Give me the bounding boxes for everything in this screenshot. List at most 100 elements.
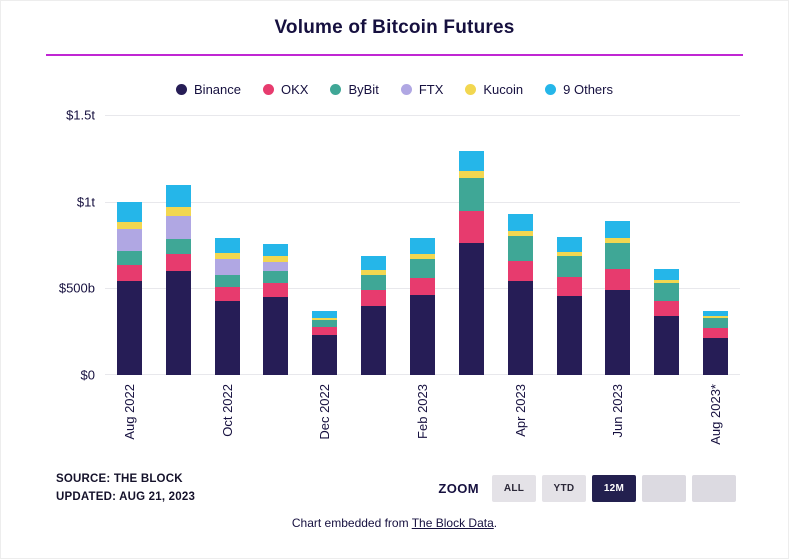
bar-segment-kucoin [703, 315, 729, 318]
x-tick-label: Jun 2023 [610, 384, 626, 438]
x-tick-empty [447, 375, 496, 471]
bar-segment-9-others [654, 269, 680, 280]
zoom-button-5[interactable] [692, 475, 736, 503]
stacked-bar-dec-2022[interactable] [312, 310, 338, 375]
bar-segment-ftx [165, 215, 191, 240]
zoom-button-12m[interactable]: 12M [592, 475, 636, 503]
stacked-bar-nov-2022[interactable] [263, 244, 289, 375]
updated-line: UPDATED: AUG 21, 2023 [56, 490, 196, 503]
x-tick-label: Dec 2022 [317, 384, 333, 440]
chart-area: $1.5t $1t $500b $0 [53, 108, 740, 383]
bar-segment-9-others [214, 238, 240, 253]
embed-link[interactable]: The Block Data [411, 515, 494, 530]
bars [105, 115, 740, 375]
bar-segment-ftx [263, 261, 289, 272]
bar-column-nov-2022 [252, 115, 301, 375]
x-tick-label: Aug 2023* [708, 384, 724, 445]
legend-item-binance[interactable]: Binance [176, 82, 241, 97]
bar-segment-okx [507, 260, 533, 282]
bar-column-apr-2023 [496, 115, 545, 375]
bar-segment-bybit [214, 274, 240, 287]
legend-item-ftx[interactable]: FTX [400, 82, 444, 97]
bar-segment-9-others [116, 202, 142, 222]
bar-segment-bybit [605, 243, 631, 270]
legend-item-bybit[interactable]: ByBit [330, 82, 379, 97]
zoom-button-all[interactable]: ALL [492, 475, 536, 503]
bar-segment-9-others [409, 238, 435, 254]
stacked-bar-may-2023[interactable] [556, 237, 582, 375]
bar-segment-binance [409, 295, 435, 375]
stacked-bar-aug-2023[interactable] [703, 310, 729, 375]
stacked-bar-feb-2023[interactable] [409, 238, 435, 375]
x-tick-jun-2023: Jun 2023 [593, 375, 642, 471]
zoom-button-4[interactable] [642, 475, 686, 503]
bar-column-jul-2023 [642, 115, 691, 375]
bar-column-dec-2022 [300, 115, 349, 375]
bar-segment-bybit [409, 258, 435, 279]
bar-segment-kucoin [605, 238, 631, 244]
bar-column-feb-2023 [398, 115, 447, 375]
source-attribution: SOURCE: THE BLOCK UPDATED: AUG 21, 2023 [56, 471, 195, 507]
gridline [105, 115, 740, 116]
bar-segment-bybit [654, 283, 680, 301]
bar-segment-bybit [507, 236, 533, 261]
bar-segment-9-others [605, 220, 631, 239]
stacked-bar-jun-2023[interactable] [605, 220, 631, 375]
embed-note: Chart embedded from The Block Data. [1, 516, 788, 530]
bar-segment-binance [165, 271, 191, 375]
x-tick-aug-2022: Aug 2022 [105, 375, 154, 471]
bar-column-sep-2022 [154, 115, 203, 375]
legend-label: Binance [194, 82, 241, 97]
x-tick-label: Oct 2022 [219, 384, 235, 437]
stacked-bar-apr-2023[interactable] [507, 213, 533, 375]
y-tick-label: $1t [76, 194, 95, 210]
bar-segment-kucoin [361, 270, 387, 275]
x-tick-empty [349, 375, 398, 471]
legend-dot-bybit [330, 84, 342, 95]
embed-text: Chart embedded from [291, 515, 412, 530]
zoom-button-ytd[interactable]: YTD [542, 475, 586, 503]
stacked-bar-jul-2023[interactable] [654, 269, 680, 375]
bar-segment-okx [458, 211, 484, 244]
stacked-bar-jan-2023[interactable] [361, 255, 387, 375]
bar-column-mar-2023 [447, 115, 496, 375]
stacked-bar-aug-2022[interactable] [116, 202, 142, 375]
legend-dot-binance [176, 84, 188, 95]
legend-label: OKX [281, 82, 309, 97]
legend-item-9-others[interactable]: 9 Others [545, 82, 613, 97]
stacked-bar-mar-2023[interactable] [458, 150, 484, 375]
stacked-bar-sep-2022[interactable] [165, 185, 191, 375]
x-tick-empty [642, 375, 691, 471]
bar-segment-9-others [458, 150, 484, 172]
bar-segment-9-others [361, 255, 387, 271]
bar-segment-bybit [312, 320, 338, 328]
bar-segment-okx [165, 253, 191, 271]
bar-segment-okx [605, 269, 631, 291]
x-axis: Aug 2022 Oct 2022 Dec 2022 Feb 2023 Apr 2023… [53, 375, 740, 471]
x-tick-feb-2023: Feb 2023 [398, 375, 447, 471]
zoom-controls: ZOOM ALL YTD 12M [438, 475, 736, 503]
bar-column-oct-2022 [203, 115, 252, 375]
bar-segment-bybit [703, 317, 729, 329]
page-title: Volume of Bitcoin Futures [274, 17, 515, 38]
bar-segment-kucoin [654, 279, 680, 284]
bar-column-jan-2023 [349, 115, 398, 375]
stacked-bar-oct-2022[interactable] [214, 238, 240, 375]
legend-label: FTX [418, 82, 444, 97]
y-tick-label: $0 [80, 367, 95, 383]
bar-segment-kucoin [165, 206, 191, 216]
legend-item-okx[interactable]: OKX [263, 82, 308, 97]
title-divider [46, 54, 743, 56]
bar-segment-kucoin [116, 221, 142, 230]
x-tick-empty [252, 375, 301, 471]
bar-segment-bybit [556, 256, 582, 278]
bar-segment-okx [654, 300, 680, 317]
x-tick-apr-2023: Apr 2023 [496, 375, 545, 471]
legend-dot-okx [263, 84, 274, 95]
bar-segment-binance [556, 296, 582, 375]
bar-column-aug-2023 [691, 115, 740, 375]
bar-segment-bybit [361, 274, 387, 291]
plot-area [105, 115, 740, 375]
bar-segment-9-others [165, 185, 191, 207]
legend-item-kucoin[interactable]: Kucoin [465, 82, 523, 97]
